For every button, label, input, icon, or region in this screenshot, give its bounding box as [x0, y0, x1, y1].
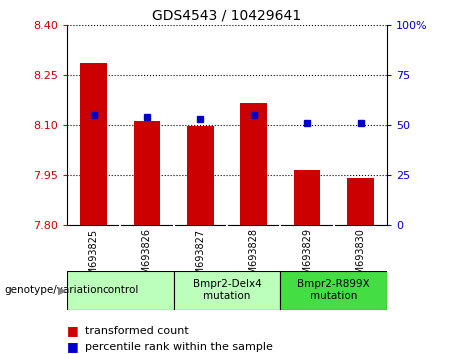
Bar [174, 271, 280, 310]
Title: GDS4543 / 10429641: GDS4543 / 10429641 [153, 8, 301, 22]
Bar [67, 271, 174, 310]
Text: Bmpr2-Delx4
mutation: Bmpr2-Delx4 mutation [193, 279, 261, 301]
Text: GSM693827: GSM693827 [195, 228, 205, 287]
Bar [240, 103, 267, 225]
Text: control: control [102, 285, 138, 295]
Bar [294, 170, 320, 225]
Text: GSM693829: GSM693829 [302, 228, 312, 287]
Text: genotype/variation: genotype/variation [5, 285, 104, 295]
Text: GSM693828: GSM693828 [249, 228, 259, 287]
Text: transformed count: transformed count [85, 326, 189, 336]
Bar [134, 121, 160, 225]
Text: GSM693830: GSM693830 [355, 228, 366, 287]
Text: ■: ■ [67, 325, 83, 337]
Text: ▶: ▶ [58, 285, 66, 295]
Text: GSM693826: GSM693826 [142, 228, 152, 287]
Text: ■: ■ [67, 341, 83, 353]
Text: GSM693825: GSM693825 [89, 228, 99, 287]
Bar [280, 271, 387, 310]
Text: percentile rank within the sample: percentile rank within the sample [85, 342, 273, 352]
Bar [80, 63, 107, 225]
Text: Bmpr2-R899X
mutation: Bmpr2-R899X mutation [297, 279, 370, 301]
Bar [187, 126, 214, 225]
Bar [347, 178, 374, 225]
